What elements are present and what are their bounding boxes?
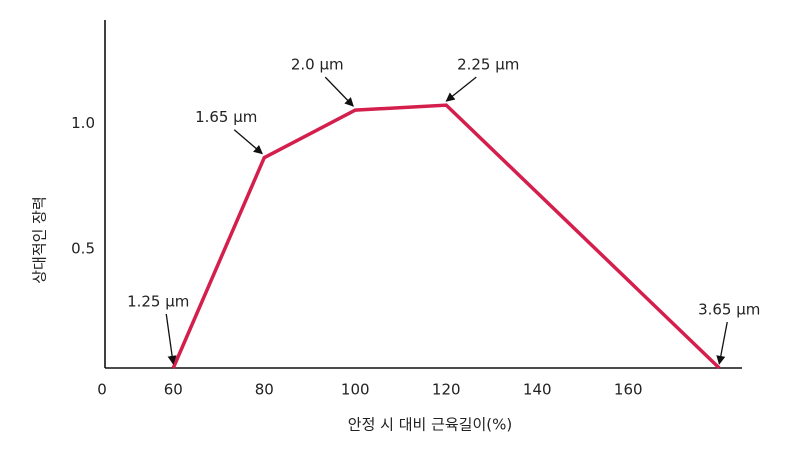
- annotation-arrow: [165, 313, 177, 365]
- point-label: 1.25 μm: [127, 293, 189, 311]
- x-tick-label: 80: [255, 381, 274, 399]
- x-tick-label: 120: [432, 381, 461, 399]
- x-tick-label: 60: [164, 381, 183, 399]
- point-label: 2.0 μm: [291, 56, 344, 74]
- y-tick-label: 1.0: [71, 114, 95, 132]
- x-tick-label: 100: [341, 381, 370, 399]
- point-label: 1.65 μm: [195, 108, 257, 126]
- point-label: 3.65 μm: [698, 301, 760, 319]
- annotation-arrow: [233, 129, 263, 155]
- y-tick-label: 0.5: [71, 239, 95, 257]
- x-tick-label: 140: [523, 381, 552, 399]
- x-tick-label: 160: [614, 381, 643, 399]
- x-axis-label: 안정 시 대비 근육길이(%): [348, 416, 512, 434]
- point-label: 2.25 μm: [457, 56, 519, 74]
- x-tick-label: 0: [97, 381, 107, 399]
- line: [171, 103, 721, 370]
- annotation-arrow: [324, 76, 354, 107]
- annotation-arrow: [716, 321, 728, 365]
- annotation-arrow: [445, 76, 477, 102]
- y-axis-label: 상대적인 장력: [31, 196, 49, 284]
